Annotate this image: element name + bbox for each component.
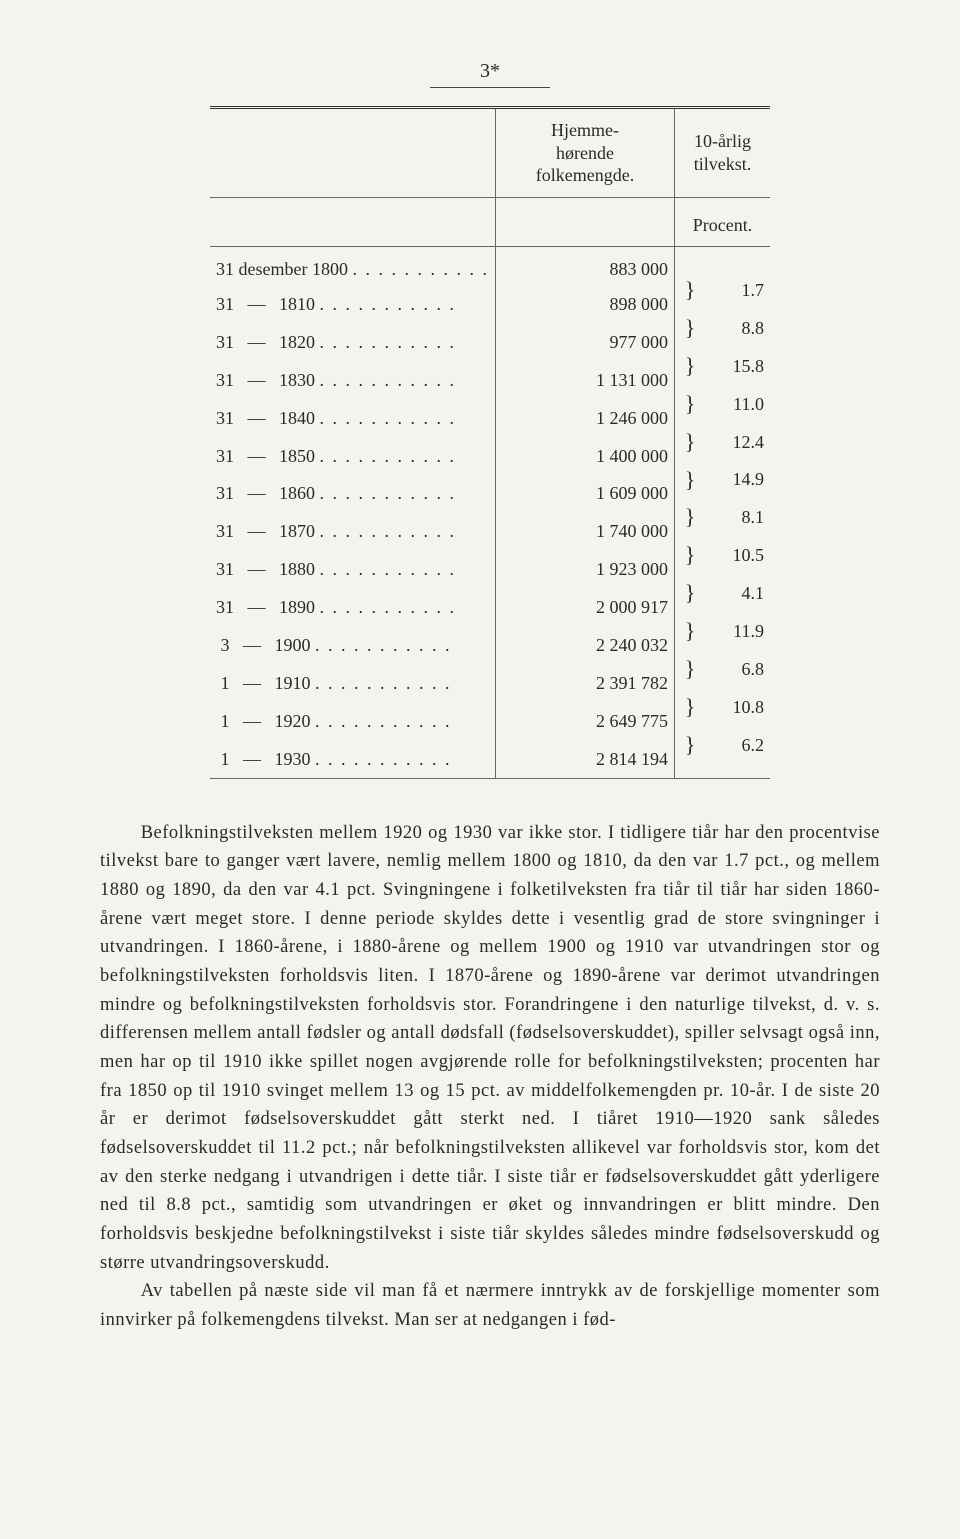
date-cell: 31 — 1860 . . . . . . . . . . . bbox=[210, 475, 495, 513]
table-bottom-rule bbox=[210, 778, 770, 779]
table-row: 1 — 1930 . . . . . . . . . . .2 814 194}… bbox=[210, 740, 770, 778]
header-population: Hjemme-hørendefolkemengde. bbox=[536, 120, 634, 185]
population-table-wrap: Hjemme-hørendefolkemengde. 10-årligtilve… bbox=[210, 106, 770, 779]
date-cell: 31 — 1850 . . . . . . . . . . . bbox=[210, 437, 495, 475]
population-cell: 2 814 194 bbox=[495, 740, 674, 778]
population-cell: 2 649 775 bbox=[495, 702, 674, 740]
population-cell: 2 000 917 bbox=[495, 588, 674, 626]
population-cell: 1 131 000 bbox=[495, 361, 674, 399]
procent-header: Procent. bbox=[674, 204, 770, 247]
table-body: 31 desember 1800 . . . . . . . . . . .88… bbox=[210, 253, 770, 778]
col-growth-header: 10-årligtilvekst. bbox=[674, 109, 770, 197]
date-cell: 31 — 1810 . . . . . . . . . . . bbox=[210, 285, 495, 323]
growth-pct-cell: 11.0 bbox=[705, 399, 770, 437]
population-cell: 883 000 bbox=[495, 253, 674, 285]
population-table: Hjemme-hørendefolkemengde. 10-årligtilve… bbox=[210, 109, 770, 778]
brace-cell: } bbox=[674, 740, 705, 778]
population-cell: 898 000 bbox=[495, 285, 674, 323]
population-cell: 1 609 000 bbox=[495, 475, 674, 513]
date-cell: 31 — 1840 . . . . . . . . . . . bbox=[210, 399, 495, 437]
document-page: 3* Hjemme-hørendefolkemengde. 10-årligti… bbox=[0, 0, 960, 1395]
date-cell: 31 — 1890 . . . . . . . . . . . bbox=[210, 588, 495, 626]
date-cell: 31 desember 1800 . . . . . . . . . . . bbox=[210, 253, 495, 285]
page-number: 3* bbox=[100, 60, 880, 83]
population-cell: 1 400 000 bbox=[495, 437, 674, 475]
body-paragraph-1: Befolkningstilveksten mellem 1920 og 193… bbox=[100, 819, 880, 1278]
population-cell: 2 391 782 bbox=[495, 664, 674, 702]
blank-header bbox=[210, 204, 495, 247]
population-cell: 2 240 032 bbox=[495, 626, 674, 664]
header-growth: 10-årligtilvekst. bbox=[694, 131, 752, 174]
blank-header-2 bbox=[495, 204, 674, 247]
date-cell: 31 — 1870 . . . . . . . . . . . bbox=[210, 512, 495, 550]
body-paragraph-2: Av tabellen på næste side vil man få et … bbox=[100, 1277, 880, 1334]
population-cell: 1 740 000 bbox=[495, 512, 674, 550]
date-cell: 1 — 1920 . . . . . . . . . . . bbox=[210, 702, 495, 740]
date-cell: 1 — 1930 . . . . . . . . . . . bbox=[210, 740, 495, 778]
date-cell: 31 — 1880 . . . . . . . . . . . bbox=[210, 550, 495, 588]
population-cell: 977 000 bbox=[495, 323, 674, 361]
date-cell: 3 — 1900 . . . . . . . . . . . bbox=[210, 626, 495, 664]
growth-pct-cell: 6.2 bbox=[705, 740, 770, 778]
population-cell: 1 246 000 bbox=[495, 399, 674, 437]
population-cell: 1 923 000 bbox=[495, 550, 674, 588]
col-date-header bbox=[210, 109, 495, 197]
col-population-header: Hjemme-hørendefolkemengde. bbox=[495, 109, 674, 197]
page-number-underline bbox=[430, 87, 550, 88]
date-cell: 31 — 1830 . . . . . . . . . . . bbox=[210, 361, 495, 399]
date-cell: 31 — 1820 . . . . . . . . . . . bbox=[210, 323, 495, 361]
date-cell: 1 — 1910 . . . . . . . . . . . bbox=[210, 664, 495, 702]
